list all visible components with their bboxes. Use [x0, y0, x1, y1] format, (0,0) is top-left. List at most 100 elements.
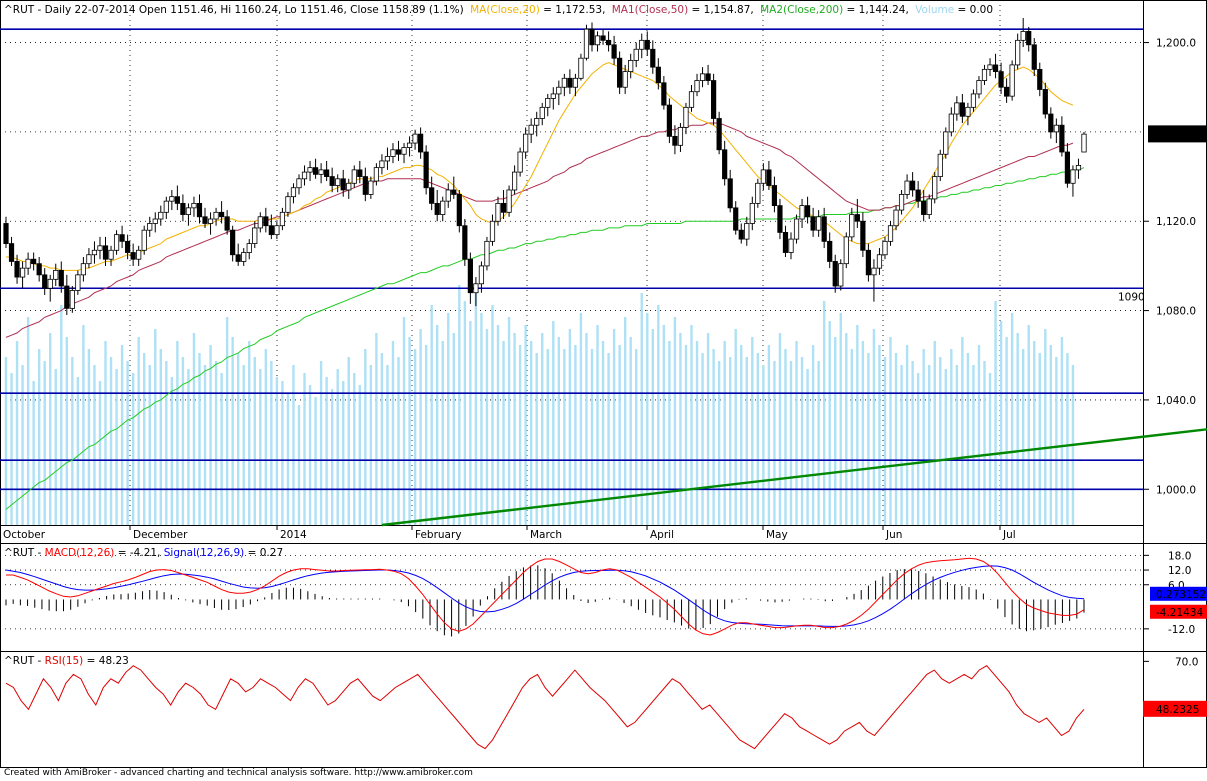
candle-up: [207, 218, 214, 224]
rsi-value-box: [1143, 700, 1207, 717]
volume-bar: [225, 317, 229, 525]
candle-up: [633, 48, 639, 61]
candle-down: [777, 205, 783, 233]
volume-bar: [120, 345, 124, 525]
volume-bar: [115, 369, 118, 525]
volume-bar: [297, 405, 301, 525]
candle-up: [561, 77, 567, 88]
candle-up: [898, 194, 905, 211]
volume-bar: [717, 361, 721, 525]
candle-down: [998, 71, 1004, 88]
candle-down: [429, 187, 435, 204]
candle-down: [130, 252, 136, 260]
candle-up: [887, 225, 894, 242]
candle-up: [152, 218, 158, 224]
candle-down: [1042, 89, 1048, 115]
volume-bar: [10, 373, 13, 525]
volume-bar: [900, 365, 903, 525]
volume-bar: [679, 333, 682, 525]
ma20-legend: MA(Close,20): [470, 4, 540, 16]
candle-up: [97, 245, 103, 251]
last-close-box: [1148, 125, 1206, 143]
candle-up: [163, 200, 169, 213]
candle-up: [904, 180, 910, 195]
volume-bar: [723, 341, 726, 525]
candle-up: [401, 147, 407, 155]
volume-bar: [905, 345, 909, 525]
candle-up: [136, 249, 142, 260]
price-tick-label: 1,040.0: [1156, 395, 1196, 407]
candle-up: [517, 151, 523, 173]
candle-up: [379, 160, 385, 169]
candle-up: [445, 189, 451, 202]
volume-bar: [336, 369, 339, 525]
candle-up: [285, 196, 291, 213]
moving-averages: [5, 62, 1085, 510]
candle-down: [36, 263, 42, 276]
rsi-panel-frame: [0, 651, 1207, 768]
candle-up: [788, 238, 794, 253]
candle-down: [650, 48, 656, 68]
candle-down: [324, 169, 330, 177]
candle-up: [799, 205, 805, 220]
volume-bar: [955, 365, 959, 525]
candle-up: [1020, 31, 1026, 41]
volume-bar: [916, 373, 920, 525]
volume-bar: [375, 333, 378, 525]
candle-up: [335, 178, 341, 186]
candle-up: [981, 68, 988, 81]
volume-bar: [248, 341, 251, 525]
volume-bar: [673, 317, 677, 525]
volume-bar: [889, 337, 892, 525]
volume-bar: [635, 349, 638, 525]
volume-bar: [524, 325, 527, 525]
candle-down: [42, 274, 48, 289]
volume-legend: Volume: [915, 4, 954, 16]
volume-bar: [170, 377, 174, 525]
candle-down: [8, 243, 15, 262]
candle-up: [987, 64, 993, 70]
candle-down: [567, 77, 573, 88]
candle-up: [384, 156, 391, 162]
candle-down: [766, 169, 772, 186]
candle-down: [196, 202, 203, 218]
volume-bar: [618, 345, 621, 525]
volume-bar: [458, 285, 461, 525]
volume-bar: [911, 361, 914, 525]
volume-bar: [966, 353, 970, 525]
candle-up: [882, 240, 888, 256]
candle-down: [64, 285, 70, 309]
volume-bar: [629, 337, 632, 525]
macd-value-box: [1150, 604, 1207, 619]
candle-up: [489, 220, 496, 242]
candle-down: [655, 66, 661, 84]
volume-bar: [54, 369, 57, 525]
candle-up: [346, 182, 352, 191]
candle-up: [838, 263, 844, 287]
volume-bar: [751, 337, 754, 525]
candle-up: [506, 189, 512, 213]
volume-bar: [187, 369, 190, 525]
candle-up: [583, 28, 590, 59]
volume-bar: [126, 361, 129, 525]
volume-bar: [834, 337, 837, 525]
volume-bar: [662, 325, 666, 525]
rsi-line: [5, 665, 1085, 750]
volume-bar: [1005, 337, 1008, 525]
candle-up: [53, 269, 59, 280]
volume-bar: [513, 333, 516, 525]
volume-bar: [198, 353, 201, 525]
volume-bar: [568, 329, 572, 525]
volume-bar: [972, 365, 975, 525]
volume-bar: [574, 345, 577, 525]
candle-down: [218, 211, 225, 218]
candle-up: [113, 234, 120, 251]
volume-bar: [148, 365, 151, 525]
candle-down: [589, 28, 595, 46]
volume-bar: [308, 385, 312, 525]
candle-down: [423, 151, 429, 189]
volume-bar: [773, 361, 776, 525]
macd-value-label: -4.21434: [1156, 607, 1204, 619]
volume-bar: [15, 341, 19, 525]
candle-up: [279, 211, 286, 227]
